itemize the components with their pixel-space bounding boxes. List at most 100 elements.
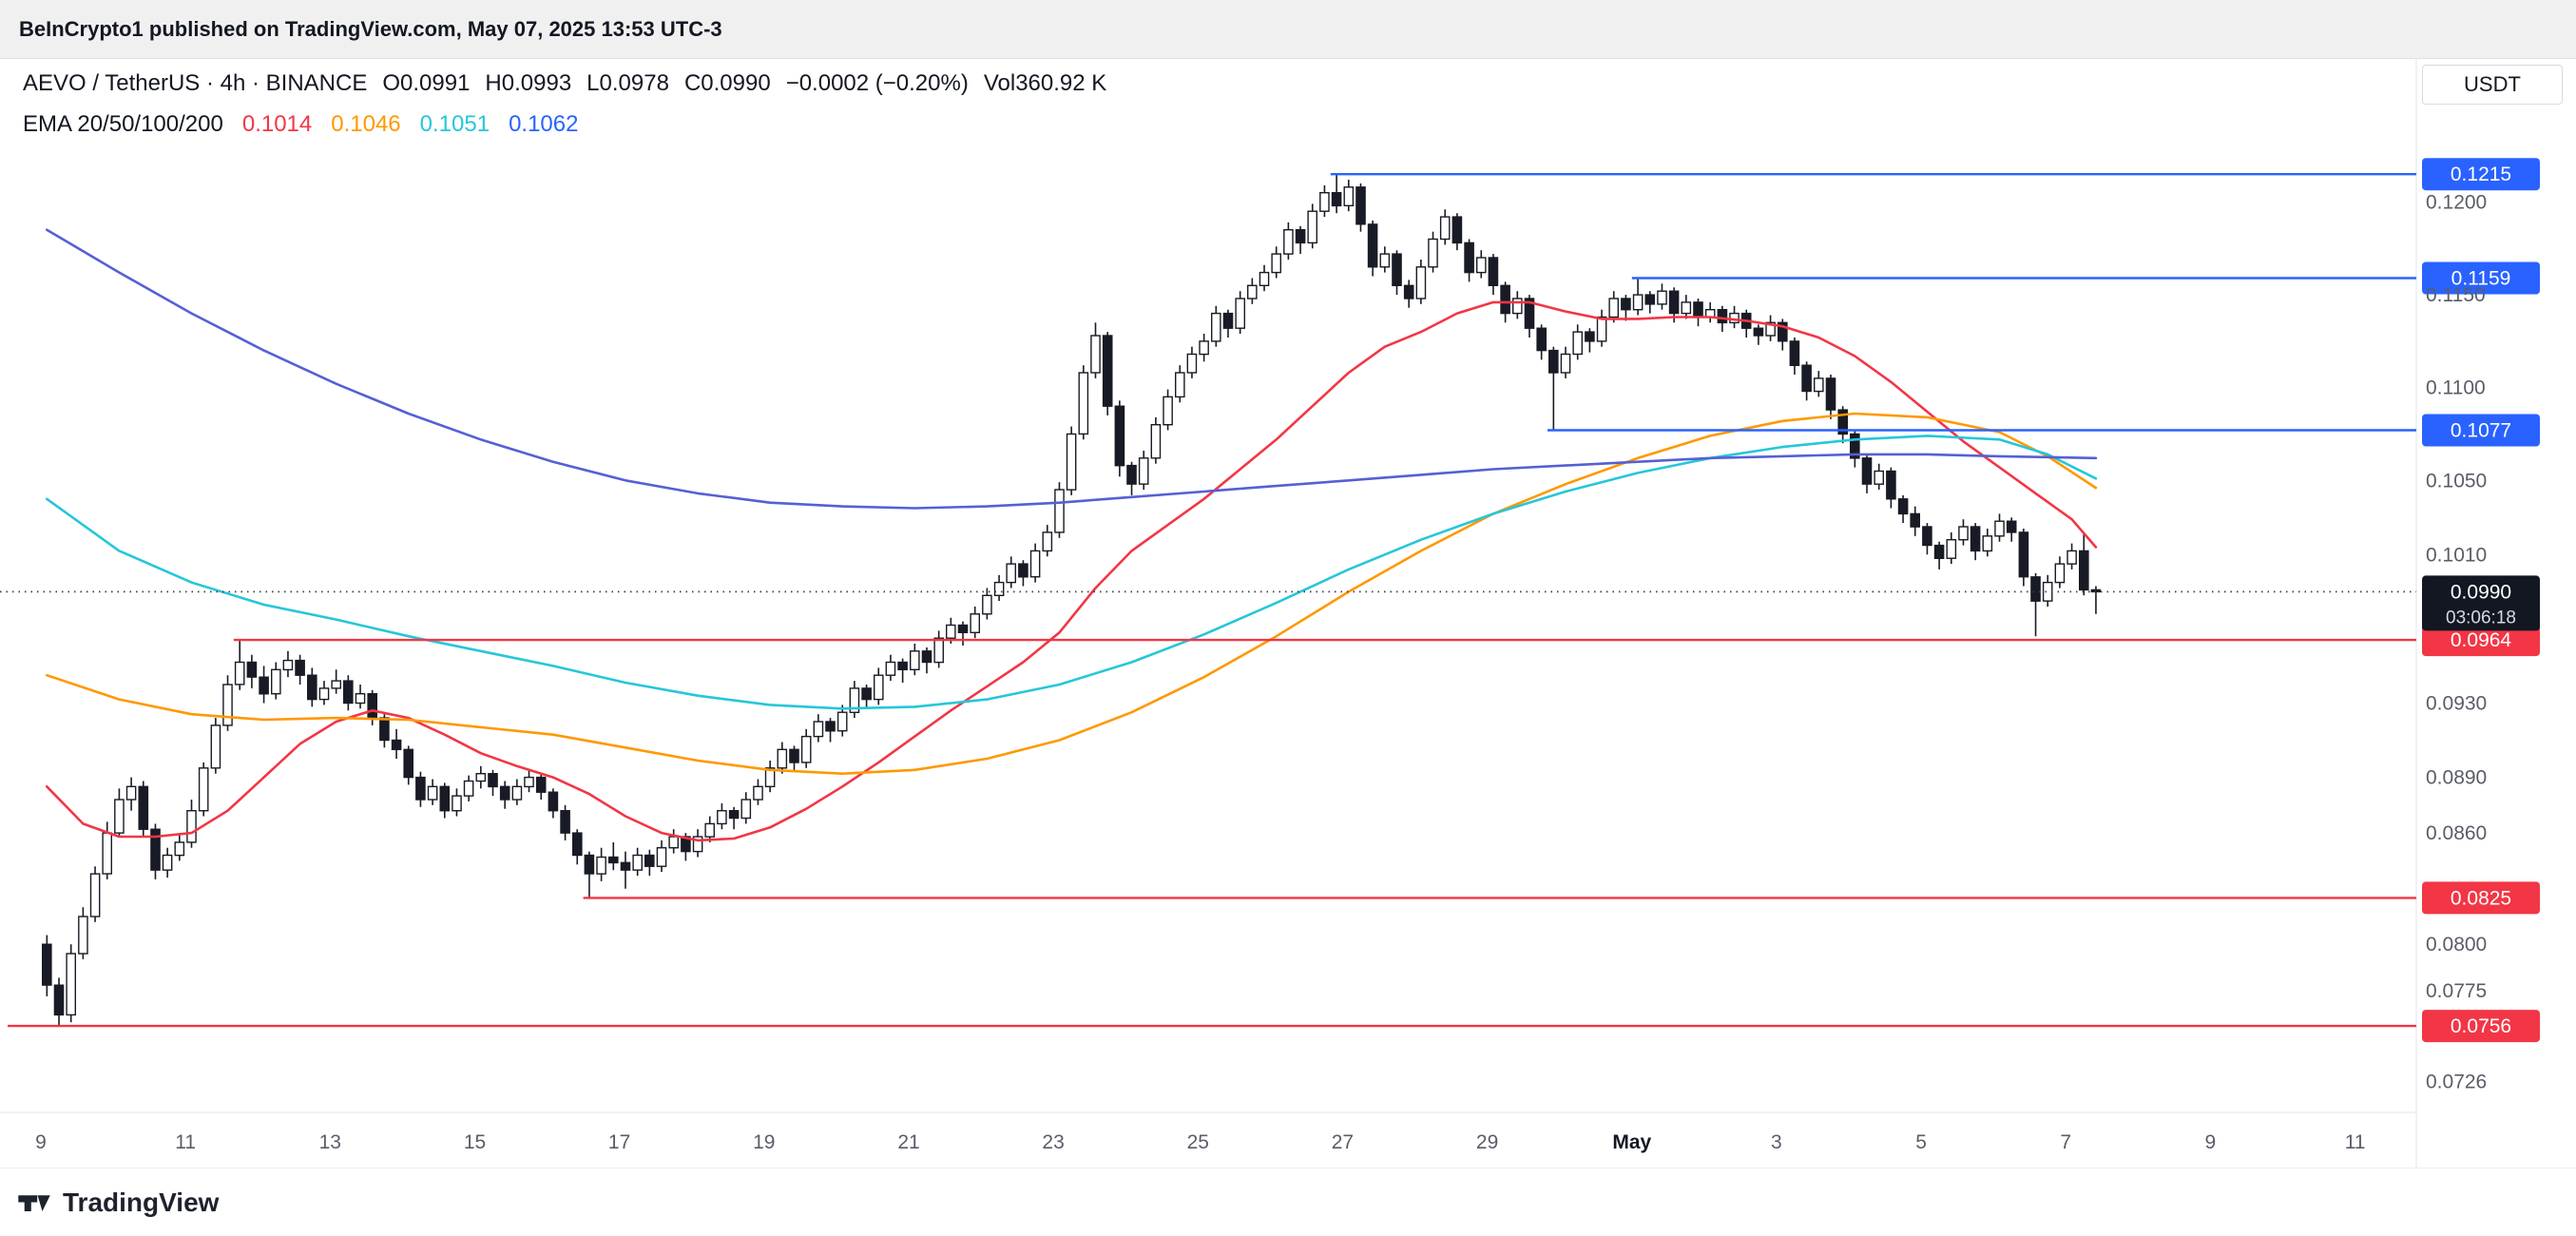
time-axis-label[interactable]: 13 bbox=[319, 1131, 341, 1153]
candle-body bbox=[318, 687, 330, 701]
candle-body bbox=[1585, 331, 1595, 342]
candle-body bbox=[1222, 312, 1234, 329]
change-value: −0.0002 (−0.20%) bbox=[785, 70, 969, 96]
candle-body bbox=[210, 724, 221, 769]
candle-body bbox=[1199, 340, 1209, 356]
time-axis-label[interactable]: 9 bbox=[2205, 1131, 2217, 1153]
candle-body bbox=[813, 721, 824, 738]
candle-body bbox=[1271, 253, 1281, 274]
candle-body bbox=[499, 785, 510, 801]
price-axis-label[interactable]: 0.0890 bbox=[2426, 767, 2487, 789]
candle-body bbox=[1054, 489, 1065, 533]
candle-body bbox=[1874, 470, 1884, 485]
ema200-value: 0.1062 bbox=[509, 111, 579, 137]
time-axis-label[interactable]: 11 bbox=[175, 1131, 196, 1153]
tradingview-logo-icon[interactable] bbox=[17, 1186, 51, 1220]
candle-body bbox=[644, 854, 655, 867]
ema-50-line[interactable] bbox=[46, 412, 2098, 775]
candle-body bbox=[1982, 535, 1993, 552]
candle-body bbox=[234, 661, 245, 686]
candle-body bbox=[1102, 335, 1113, 407]
candle-body bbox=[1572, 331, 1583, 356]
ema-100-line[interactable] bbox=[46, 435, 2098, 710]
candle-body bbox=[1343, 186, 1355, 207]
candle-body bbox=[933, 637, 944, 664]
candle-body bbox=[1789, 340, 1800, 366]
time-axis-label[interactable]: 17 bbox=[608, 1131, 630, 1153]
tradingview-brand[interactable]: TradingView bbox=[63, 1187, 220, 1217]
price-axis-label[interactable]: 0.0775 bbox=[2426, 980, 2487, 1002]
close-value: C0.0990 bbox=[683, 70, 771, 96]
price-axis-label[interactable]: 0.1010 bbox=[2426, 544, 2487, 566]
price-axis-label[interactable]: 0.1100 bbox=[2426, 377, 2486, 399]
candle-body bbox=[102, 832, 112, 875]
candlestick-series[interactable] bbox=[42, 174, 2102, 1027]
time-axis-label[interactable]: 23 bbox=[1042, 1131, 1064, 1153]
candle-body bbox=[403, 748, 414, 779]
candle-body bbox=[1029, 550, 1041, 578]
resistance-price-badge-label: 0.1159 bbox=[2451, 268, 2511, 290]
time-axis-label[interactable]: 15 bbox=[464, 1131, 486, 1153]
candle-body bbox=[282, 659, 294, 671]
candle-body bbox=[1560, 353, 1571, 374]
candle-body bbox=[1693, 301, 1703, 319]
ema-20-line[interactable] bbox=[46, 300, 2098, 842]
symbol-title: AEVO / TetherUS · 4h · BINANCE bbox=[23, 70, 368, 96]
candle-body bbox=[355, 693, 366, 705]
candle-body bbox=[511, 785, 523, 801]
time-axis-label[interactable]: 29 bbox=[1476, 1131, 1498, 1153]
candle-body bbox=[668, 836, 679, 849]
candle-body bbox=[174, 841, 185, 857]
candle-body bbox=[740, 799, 752, 820]
time-axis-label[interactable]: 5 bbox=[1915, 1131, 1927, 1153]
candle-body bbox=[198, 767, 209, 812]
candle-body bbox=[2067, 550, 2077, 565]
ema-200-line[interactable] bbox=[46, 228, 2098, 510]
candle-body bbox=[1319, 191, 1330, 212]
price-axis-label[interactable]: 0.1200 bbox=[2426, 192, 2487, 214]
currency-toggle-button[interactable]: USDT bbox=[2422, 65, 2563, 105]
candle-body bbox=[1415, 266, 1427, 299]
candle-body bbox=[825, 721, 836, 732]
candle-body bbox=[1632, 294, 1644, 311]
candle-body bbox=[1392, 253, 1402, 287]
chart-legend: AEVO / TetherUS · 4h · BINANCE O0.0991 H… bbox=[23, 70, 1106, 138]
candle-body bbox=[1451, 216, 1463, 244]
time-axis-label[interactable]: 7 bbox=[2060, 1131, 2071, 1153]
candle-body bbox=[692, 836, 703, 853]
price-axis-label[interactable]: 0.0800 bbox=[2426, 934, 2487, 956]
time-axis-label[interactable]: 3 bbox=[1771, 1131, 1782, 1153]
candle-body bbox=[1138, 457, 1149, 485]
resistance-price-badge bbox=[2422, 261, 2540, 295]
candle-body bbox=[1367, 223, 1378, 268]
time-axis-label[interactable]: 19 bbox=[753, 1131, 775, 1153]
time-axis-label[interactable]: 9 bbox=[35, 1131, 47, 1153]
price-axis-label[interactable]: 0.0726 bbox=[2426, 1072, 2487, 1093]
candle-body bbox=[1150, 424, 1162, 459]
candle-body bbox=[1910, 512, 1920, 528]
candle-body bbox=[1681, 301, 1692, 315]
time-axis-label[interactable]: 27 bbox=[1332, 1131, 1354, 1153]
price-axis-label[interactable]: 0.0930 bbox=[2426, 693, 2487, 715]
time-axis-label[interactable]: 21 bbox=[897, 1131, 919, 1153]
candle-body bbox=[728, 810, 740, 820]
candle-body bbox=[463, 780, 474, 797]
candle-body bbox=[1668, 290, 1680, 315]
candle-body bbox=[452, 795, 462, 812]
candle-body bbox=[897, 661, 908, 671]
candle-body bbox=[1777, 321, 1788, 342]
price-axis-label[interactable]: 0.1050 bbox=[2426, 470, 2487, 492]
resistance-price-badge-label: 0.1215 bbox=[2451, 164, 2511, 185]
price-axis-label[interactable]: 0.0860 bbox=[2426, 822, 2487, 844]
time-axis-label[interactable]: 25 bbox=[1187, 1131, 1209, 1153]
time-axis-label[interactable]: May bbox=[1612, 1131, 1651, 1153]
candle-body bbox=[874, 674, 884, 701]
price-axis-label[interactable]: 0.1150 bbox=[2426, 284, 2486, 306]
time-axis-label[interactable]: 11 bbox=[2345, 1131, 2366, 1153]
candle-body bbox=[717, 810, 727, 825]
candle-body bbox=[1439, 216, 1451, 241]
high-value: H0.0993 bbox=[485, 70, 572, 96]
candle-body bbox=[1596, 316, 1607, 342]
candle-body bbox=[307, 674, 317, 701]
